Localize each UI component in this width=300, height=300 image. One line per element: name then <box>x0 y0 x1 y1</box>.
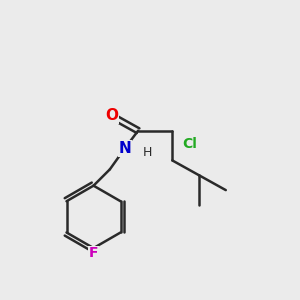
Text: H: H <box>142 146 152 159</box>
Text: Cl: Cl <box>183 137 198 151</box>
Text: F: F <box>89 246 98 260</box>
Text: N: N <box>118 141 131 156</box>
Text: O: O <box>105 108 118 123</box>
